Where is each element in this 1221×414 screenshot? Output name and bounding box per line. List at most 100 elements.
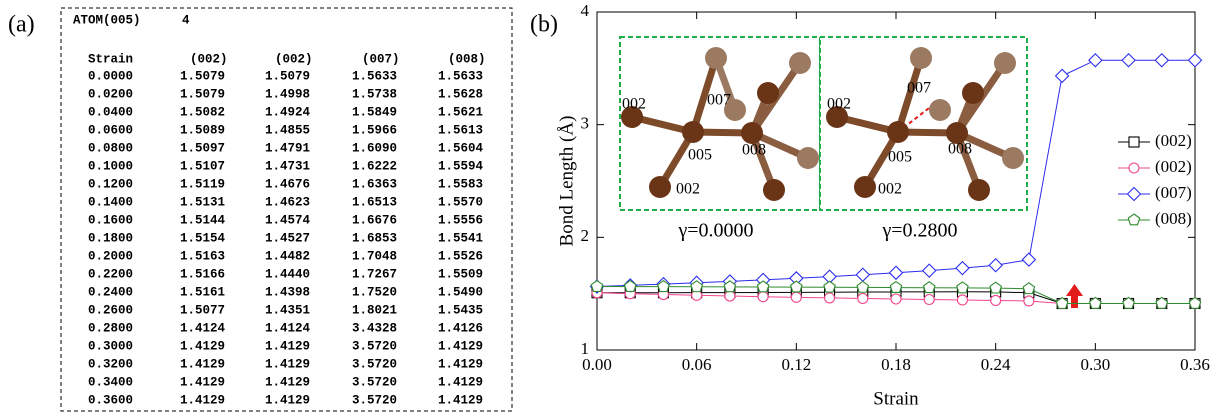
marker	[756, 280, 770, 293]
marker	[1188, 296, 1202, 309]
table-cell: 1.4126	[438, 321, 483, 335]
table-cell: 1.4129	[180, 339, 225, 353]
table-cell: 1.5435	[438, 303, 483, 317]
table-cell: 1.5079	[180, 69, 225, 83]
marker	[757, 291, 769, 303]
atom-label: 008	[742, 142, 766, 159]
table-cell: 1.5154	[180, 231, 226, 245]
table-cell: 1.4924	[265, 105, 311, 119]
table-cell: 1.4482	[265, 249, 310, 263]
table-cell: 1.4676	[265, 177, 310, 191]
table-cell: 1.5613	[438, 123, 483, 137]
atom	[682, 121, 704, 143]
atom	[757, 82, 779, 104]
legend-label: (008)	[1155, 209, 1192, 228]
marker	[855, 267, 871, 283]
marker	[921, 263, 937, 278]
table-cell: 1.5621	[438, 105, 483, 119]
table-cell: 1.5583	[438, 177, 483, 191]
column-header: (008)	[448, 52, 486, 66]
table-cell: 1.5633	[438, 69, 483, 83]
table-cell: 1.4398	[265, 285, 310, 299]
atom	[887, 121, 909, 143]
legend-marker	[1128, 162, 1140, 174]
marker	[690, 280, 704, 293]
marker	[1154, 52, 1170, 68]
table-cell: 1.5079	[180, 87, 225, 101]
table-cell: 0.1400	[88, 195, 133, 209]
table-cell: 1.5097	[180, 141, 225, 155]
marker	[1055, 296, 1069, 309]
table-cell: 1.4574	[265, 213, 311, 227]
table-cell: 0.0200	[88, 87, 133, 101]
table-cell: 1.5163	[180, 249, 225, 263]
table-cell: 0.3600	[88, 393, 133, 407]
table-cell: 1.6090	[352, 141, 397, 155]
atom	[789, 52, 811, 74]
marker	[889, 280, 903, 293]
table-cell: 0.0800	[88, 141, 133, 155]
table-cell: 0.3200	[88, 357, 133, 371]
table-cell: 0.2800	[88, 321, 133, 335]
plot-frame	[596, 11, 1196, 351]
marker	[956, 294, 968, 306]
x-axis-label: Strain	[873, 388, 919, 409]
table-cell: 1.5738	[352, 87, 397, 101]
atom-label: 007	[707, 92, 731, 109]
marker	[1155, 296, 1169, 309]
marker	[922, 281, 936, 294]
atom	[621, 106, 643, 128]
marker	[623, 279, 637, 292]
marker	[989, 281, 1003, 294]
atom-label: 002	[676, 181, 700, 198]
atom	[649, 176, 671, 198]
panel-label: (a)	[8, 12, 35, 38]
table-cell: 1.4527	[265, 231, 310, 245]
x-tick-label: 0.24	[981, 355, 1011, 374]
atom	[705, 47, 727, 69]
table-cell: 3.5720	[352, 393, 397, 407]
table-cell: 1.5541	[438, 231, 483, 245]
table-cell: 0.0600	[88, 123, 133, 137]
table-cell: 1.4124	[180, 321, 226, 335]
table-cell: 0.2400	[88, 285, 133, 299]
table-cell: 0.2000	[88, 249, 133, 263]
arrow	[1066, 284, 1083, 308]
atom	[994, 52, 1016, 74]
table-cell: 1.4351	[265, 303, 310, 317]
table-cell: 1.5594	[438, 159, 484, 173]
table-cell: 0.0400	[88, 105, 133, 119]
table-cell: 1.4129	[265, 357, 310, 371]
insets	[619, 36, 1028, 211]
marker	[1022, 282, 1036, 295]
table-cell: 1.5633	[352, 69, 397, 83]
marker	[723, 280, 737, 293]
atom	[1002, 147, 1024, 169]
table-cell: 0.1000	[88, 159, 133, 173]
table-cell: 1.5604	[438, 141, 484, 155]
atom-label: 005	[688, 147, 712, 164]
table-cell: 0.1600	[88, 213, 133, 227]
atom-label: 005	[888, 149, 912, 166]
marker	[657, 279, 670, 293]
marker	[888, 265, 904, 281]
atom	[910, 47, 932, 69]
table-cell: 1.6676	[352, 213, 397, 227]
table-cell: 1.7048	[352, 249, 397, 263]
legend-label: (002)	[1155, 131, 1192, 150]
table-cell: 0.2600	[88, 303, 133, 317]
marker	[724, 290, 736, 302]
table-title-value: 4	[182, 13, 190, 27]
marker	[1088, 52, 1103, 68]
bond	[894, 54, 925, 136]
atom-label: 002	[827, 96, 851, 113]
marker	[790, 291, 802, 303]
table-cell: 1.6853	[352, 231, 397, 245]
atom-label: 008	[948, 141, 972, 158]
table-cell: 1.4791	[265, 141, 310, 155]
marker	[956, 281, 969, 294]
table-cell: 1.5966	[352, 123, 397, 137]
atom	[797, 147, 819, 169]
x-tick-label: 0.18	[881, 355, 911, 374]
